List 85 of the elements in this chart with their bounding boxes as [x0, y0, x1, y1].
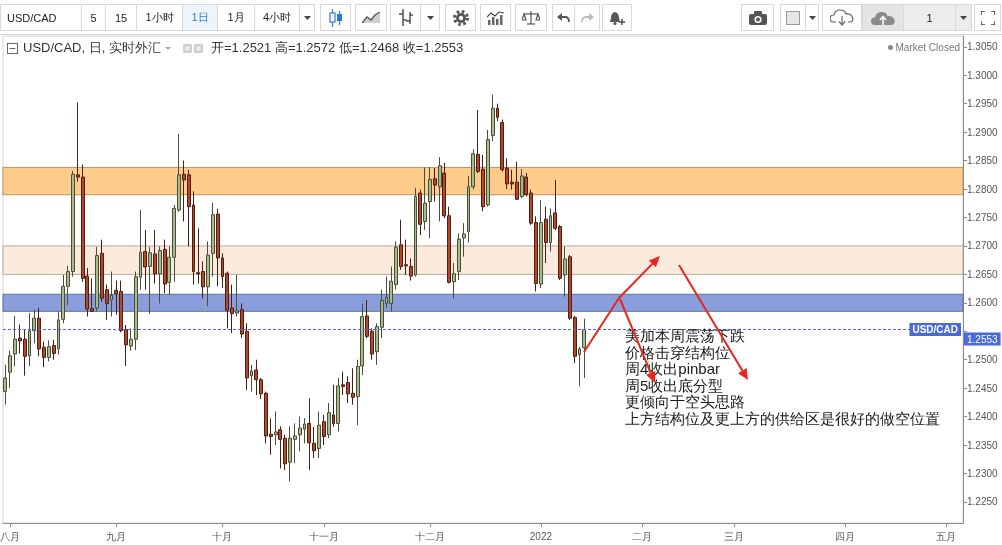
candlestick	[143, 229, 147, 291]
x-tick-label: 十二月	[414, 530, 445, 542]
candlestick	[414, 187, 417, 278]
y-tick-label: 1.2450	[967, 382, 999, 394]
candlestick	[578, 346, 581, 387]
x-tick-label: 八月	[0, 530, 21, 542]
x-tick-label: 五月	[936, 530, 957, 542]
y-tick-label: 1.3050	[967, 41, 999, 53]
candlestick	[153, 229, 157, 284]
annotation: 更倾向于空头思路	[625, 393, 746, 411]
candlestick	[327, 402, 331, 439]
candlestick	[549, 207, 552, 253]
y-tick-label: 1.2900	[967, 126, 999, 138]
candlestick	[3, 364, 7, 406]
candlestick	[491, 94, 495, 142]
y-tick-label: 1.2350	[967, 439, 999, 451]
y-tick-label: 1.2850	[967, 155, 999, 167]
candlestick	[274, 410, 278, 446]
candlestick	[322, 414, 326, 446]
candlestick	[95, 246, 99, 312]
candlestick	[216, 208, 220, 287]
x-tick-label: 十一月	[308, 530, 339, 542]
annotation: 开=1.2521 高=1.2572 低=1.2468 收=1.2553	[210, 39, 464, 57]
y-tick-label: 1.2650	[967, 268, 999, 280]
candlestick	[544, 206, 548, 264]
candlestick	[312, 426, 316, 459]
chart-title: USD/CAD, 日, 实时外汇	[23, 39, 161, 57]
candlestick	[452, 262, 456, 299]
text: 1日	[191, 10, 209, 25]
candlestick	[47, 339, 51, 362]
y-tick-label: 1.3000	[967, 69, 999, 81]
candlestick	[496, 103, 499, 122]
candlestick	[298, 416, 302, 452]
candlestick	[336, 377, 340, 432]
candlestick	[211, 202, 215, 278]
candlestick	[582, 318, 586, 379]
candlestick	[486, 129, 490, 208]
candlestick	[110, 271, 113, 317]
y-tick-label: 1.2700	[967, 240, 999, 252]
candlestick	[158, 246, 162, 304]
y-tick-label: 1.2800	[967, 183, 999, 195]
candlestick	[409, 257, 413, 282]
text: 5	[90, 11, 97, 24]
y-tick-label: 1.2600	[967, 297, 999, 309]
candlestick	[438, 156, 442, 222]
text: 1	[926, 11, 933, 24]
x-tick-label: 十月	[212, 530, 233, 542]
y-tick-label: 1.2500	[967, 354, 999, 366]
candlestick	[418, 189, 422, 236]
candlestick	[332, 384, 335, 428]
annotation: Market Closed	[895, 41, 960, 53]
candlestick	[52, 339, 56, 361]
text: USD/CAD	[7, 11, 57, 24]
text: 1月	[227, 10, 245, 25]
candlestick	[433, 167, 437, 203]
x-tick-label: 四月	[834, 530, 855, 542]
y-tick-label: 1.2250	[967, 496, 999, 508]
candlestick	[206, 240, 210, 307]
candlestick	[539, 199, 543, 289]
y-tick-label: 1.2750	[967, 211, 999, 223]
candlestick	[250, 364, 253, 393]
candlestick	[13, 315, 17, 368]
candlestick	[235, 274, 239, 317]
text: 15	[114, 11, 128, 24]
y-tick-label: 1.2300	[967, 468, 999, 479]
x-tick-label: 三月	[723, 530, 744, 542]
y-tick-label: 1.2400	[967, 411, 999, 423]
candlestick	[563, 246, 567, 298]
candlestick	[8, 350, 12, 389]
annotation: 上方结构位及更上方的供给区是很好的做空位置	[625, 409, 940, 427]
candlestick	[307, 397, 311, 471]
text: 1小时	[145, 10, 174, 25]
candlestick	[148, 246, 152, 315]
candlestick	[163, 239, 167, 294]
x-tick-label: 2022	[529, 530, 553, 542]
y-tick-label: 1.2950	[967, 98, 999, 110]
text: 4小时	[262, 10, 292, 25]
candlestick	[317, 410, 321, 459]
x-tick-label: 二月	[632, 530, 653, 542]
x-tick-label: 九月	[106, 530, 127, 542]
candlestick	[423, 166, 427, 231]
candlestick	[428, 166, 432, 239]
text: 1.2553	[967, 334, 999, 346]
ref-line-label: USD/CAD	[912, 324, 958, 336]
candlestick	[520, 168, 524, 199]
